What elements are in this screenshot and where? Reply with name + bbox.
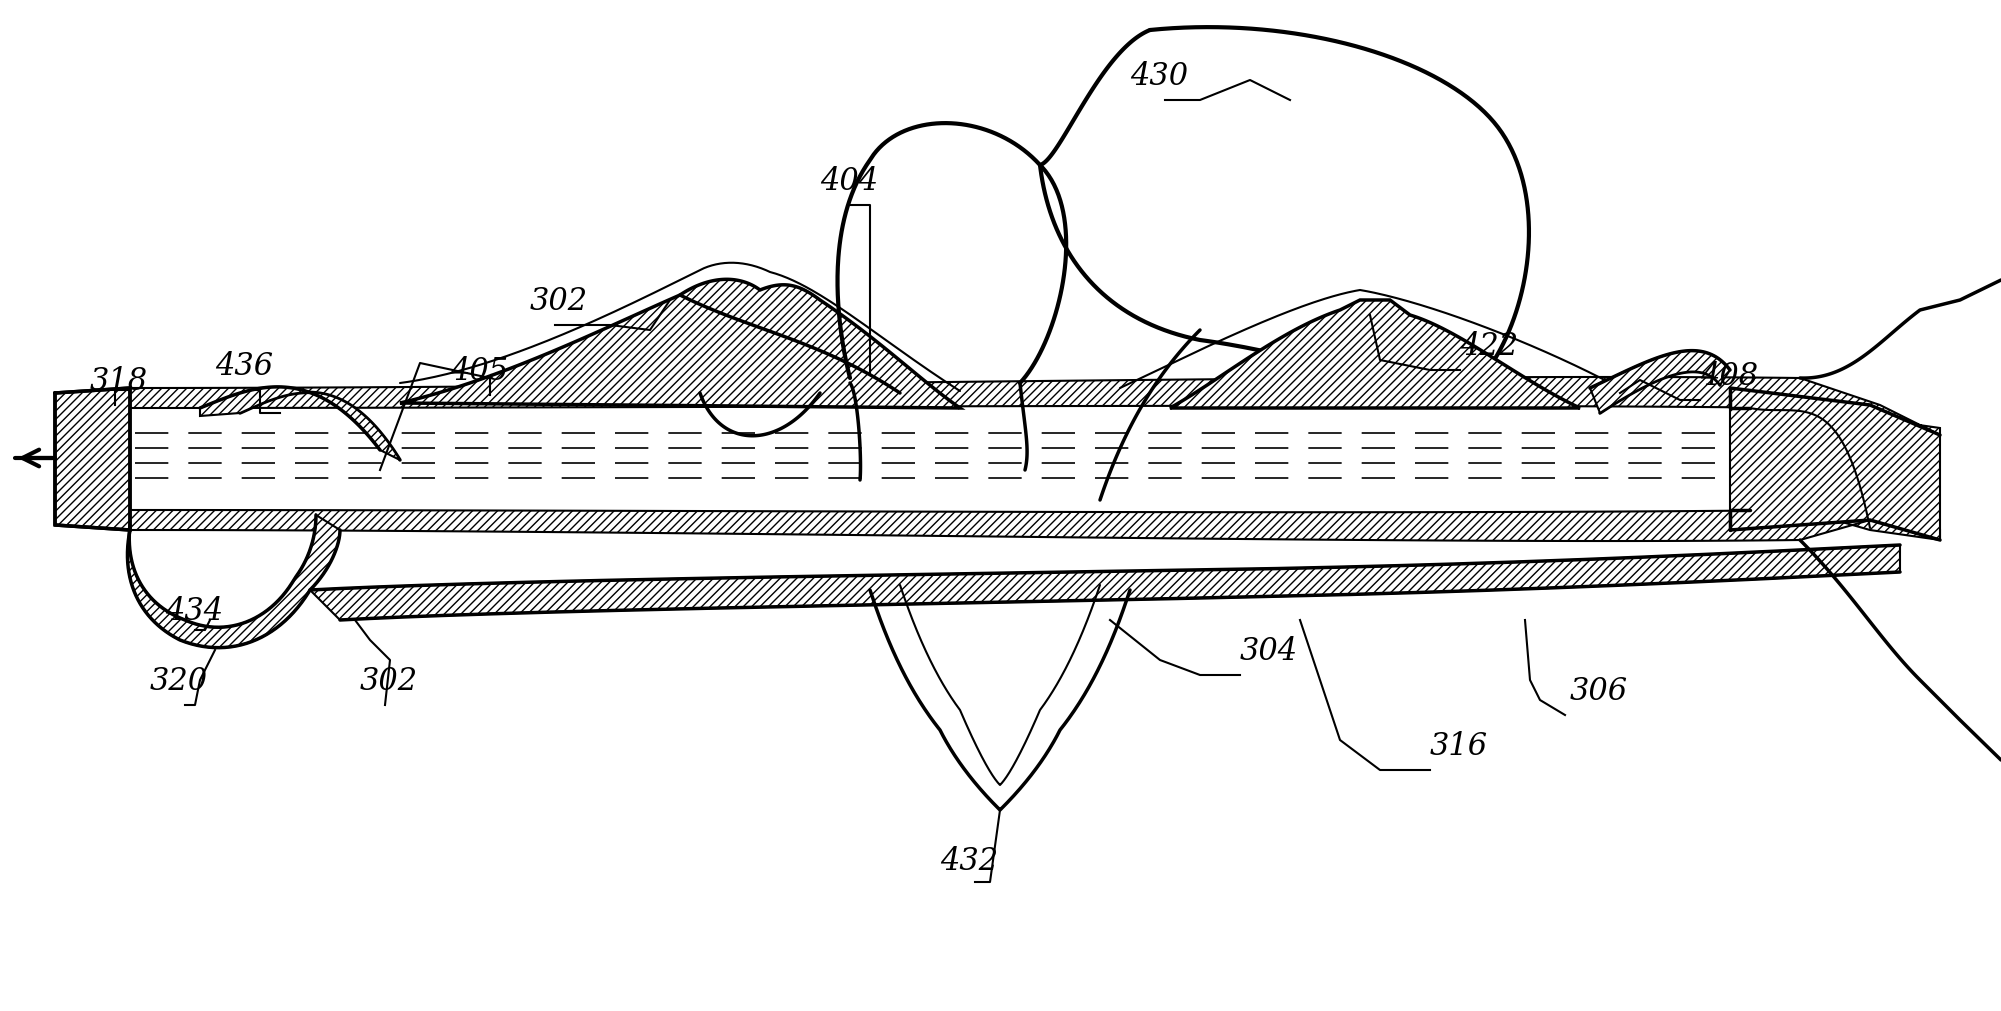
Polygon shape <box>400 279 960 408</box>
Text: 432: 432 <box>940 846 998 877</box>
Text: 304: 304 <box>1241 636 1299 667</box>
Text: 430: 430 <box>1131 61 1189 92</box>
Polygon shape <box>54 388 130 530</box>
Polygon shape <box>128 515 340 648</box>
Text: 320: 320 <box>150 666 208 697</box>
Polygon shape <box>200 387 400 460</box>
Polygon shape <box>1731 388 1941 540</box>
Text: 404: 404 <box>820 166 878 197</box>
Polygon shape <box>130 377 1941 435</box>
Text: 408: 408 <box>1701 361 1759 392</box>
Text: 306: 306 <box>1571 676 1629 707</box>
Text: 302: 302 <box>360 666 418 697</box>
Polygon shape <box>310 545 1901 620</box>
Text: 316: 316 <box>1431 731 1489 762</box>
Polygon shape <box>130 510 1941 541</box>
Polygon shape <box>1591 351 1731 413</box>
Polygon shape <box>130 388 1941 530</box>
Text: 422: 422 <box>1461 331 1519 362</box>
Polygon shape <box>1171 300 1581 408</box>
Text: 405: 405 <box>450 356 508 387</box>
Text: 302: 302 <box>530 286 588 317</box>
Text: 436: 436 <box>214 351 272 382</box>
Text: 434: 434 <box>164 596 224 627</box>
Text: 318: 318 <box>90 366 148 397</box>
